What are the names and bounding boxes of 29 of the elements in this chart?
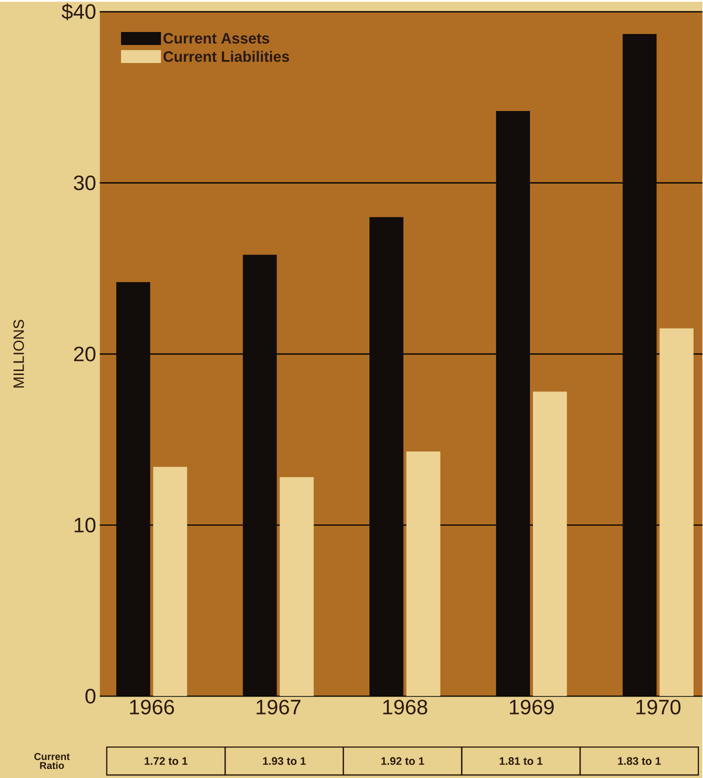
bar [369,217,404,696]
y-tick-label: 30 [74,175,96,190]
text: Current Ratio [34,753,70,770]
y-tick-label: $40 [62,3,96,20]
bar [496,110,530,696]
bar [532,392,567,696]
text: 1.93 to 1 [263,757,306,765]
x-tick-label: 1968 [383,700,428,714]
bar [622,34,657,696]
x-tick-label: 1967 [256,700,300,714]
x-tick-label: 1969 [510,700,554,714]
y-tick-label: 20 [74,346,96,362]
text: 1.83 to 1 [618,757,661,765]
bar [153,466,188,696]
text: 1.92 to 1 [381,757,424,765]
legend-label: Current Assets [164,33,270,44]
text: 1.81 to 1 [500,757,542,765]
y-axis-title: MILLIONS [13,320,24,388]
bar [116,282,150,696]
x-tick-label: 1970 [636,700,680,714]
bar [242,254,277,696]
legend-label: Current Liabilities [164,50,290,62]
y-tick-label: 10 [74,518,96,532]
text: 1.72 to 1 [144,757,188,765]
y-tick-label: 0 [85,688,96,704]
bar [280,477,314,696]
bar [406,452,440,696]
bar [660,328,694,696]
x-tick-label: 1966 [130,700,174,714]
